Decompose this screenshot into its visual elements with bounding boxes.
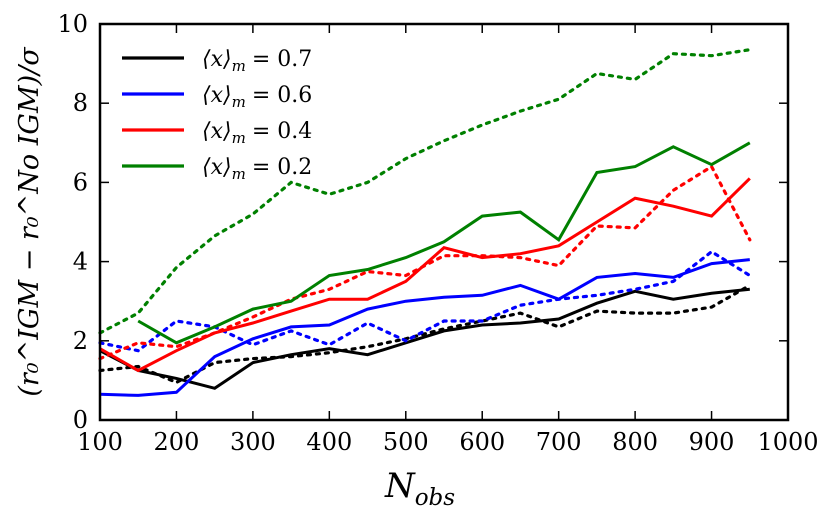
y-tick-label: 0: [73, 406, 88, 434]
x-tick-label: 500: [383, 428, 429, 456]
legend-label-04: ⟨x⟩m = 0.4: [202, 119, 312, 147]
legend-label-06: ⟨x⟩m = 0.6: [202, 83, 312, 111]
series-04-solid-line: [99, 177, 751, 373]
y-tick-label: 4: [73, 248, 88, 276]
series-06-dotted-line: [98, 249, 752, 353]
x-tick-label: 900: [689, 428, 735, 456]
y-tick-label: 6: [73, 168, 88, 196]
x-tick-label: 1000: [757, 428, 818, 456]
legend-subscript: m: [232, 165, 246, 183]
x-tick-label: 600: [459, 428, 505, 456]
legend-subscript: m: [232, 57, 246, 75]
series-02-solid-line: [137, 141, 751, 345]
legend-value: = 0.7: [252, 47, 312, 72]
legend-label-07: ⟨x⟩m = 0.7: [202, 47, 312, 75]
legend-prefix: ⟨x⟩: [202, 155, 232, 180]
axis-ticks: [99, 23, 789, 421]
legend-value: = 0.2: [252, 155, 312, 180]
legend-prefix: ⟨x⟩: [202, 47, 232, 72]
series-07-dotted-line: [98, 283, 752, 385]
series-02-dotted-line: [98, 48, 752, 335]
legend: ⟨x⟩m = 0.7⟨x⟩m = 0.6⟨x⟩m = 0.4⟨x⟩m = 0.2: [122, 47, 312, 183]
x-tick-label: 300: [230, 428, 276, 456]
x-axis-title-sub: obs: [415, 485, 456, 511]
y-tick-label: 8: [73, 89, 88, 117]
y-tick-label: 2: [73, 327, 88, 355]
legend-value: = 0.4: [252, 119, 312, 144]
x-tick-label: 200: [154, 428, 200, 456]
x-tick-label: 400: [306, 428, 352, 456]
legend-prefix: ⟨x⟩: [202, 119, 232, 144]
legend-subscript: m: [232, 93, 246, 111]
x-axis-title: Nobs: [384, 466, 455, 511]
plot-frame: [98, 22, 790, 422]
series-07-solid-line: [99, 287, 750, 390]
x-tick-label: 100: [77, 428, 123, 456]
x-tick-label: 700: [536, 428, 582, 456]
series-06-solid-line: [99, 258, 750, 397]
plot-lines: [98, 48, 752, 397]
legend-subscript: m: [232, 129, 246, 147]
legend-value: = 0.6: [252, 83, 312, 108]
x-tick-label: 800: [612, 428, 658, 456]
x-axis-title-main: N: [384, 466, 416, 506]
axis-tick-labels: 100 200 300 400 500 600 700 800 900 1000 0 2 4 6 8 10: [57, 10, 818, 456]
y-axis-title: (r₀^IGM − r₀^No IGM)/σ: [14, 46, 45, 397]
y-tick-label: 10: [57, 10, 88, 38]
legend-label-02: ⟨x⟩m = 0.2: [202, 155, 312, 183]
legend-prefix: ⟨x⟩: [202, 83, 232, 108]
